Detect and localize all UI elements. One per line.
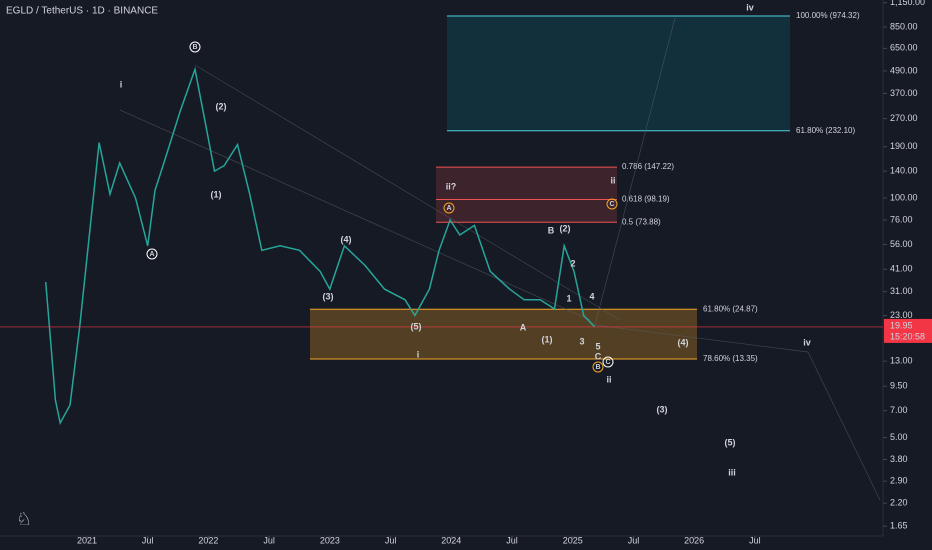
fib-label: 78.60% (13.35) xyxy=(703,354,758,363)
fib-box xyxy=(310,309,697,360)
projection-line xyxy=(807,351,881,501)
wave-label: B xyxy=(548,225,555,235)
x-tick-label: Jul xyxy=(628,535,640,545)
x-tick-label: 2025 xyxy=(563,535,583,545)
y-tick-label: 270.00 xyxy=(890,113,918,123)
chart-title: EGLD / TetherUS · 1D · BINANCE xyxy=(6,6,158,17)
y-tick-label: 23.00 xyxy=(890,310,913,320)
y-tick-label: 56.00 xyxy=(890,239,913,249)
x-tick-label: Jul xyxy=(385,535,397,545)
wave-label: 5 xyxy=(595,341,600,351)
price-line xyxy=(44,66,596,426)
price-tag-timer: 15:20:58 xyxy=(890,331,925,341)
projection-line xyxy=(594,324,809,353)
x-tick-label: Jul xyxy=(506,535,518,545)
wave-label: A xyxy=(446,205,451,212)
wave-label: C xyxy=(605,359,610,366)
y-tick-label: 1.65 xyxy=(890,521,908,531)
wave-label: A xyxy=(520,322,527,332)
fib-label: 61.80% (232.10) xyxy=(796,126,855,135)
y-tick-label: 2.90 xyxy=(890,475,908,485)
price-tag xyxy=(884,318,932,343)
y-tick-label: 3.80 xyxy=(890,454,908,464)
fib-label: 0.618 (98.19) xyxy=(622,195,670,204)
wave-label: (2) xyxy=(560,223,571,233)
wave-label: 2 xyxy=(570,258,575,268)
projection-line xyxy=(119,109,591,321)
wave-label: C xyxy=(609,201,614,208)
wave-label: ii xyxy=(610,175,615,185)
fib-label: 0.786 (147.22) xyxy=(622,162,674,171)
wave-label: (3) xyxy=(657,404,668,414)
wave-label: C xyxy=(595,351,602,361)
wave-circle xyxy=(606,198,618,210)
wave-label: (2) xyxy=(216,101,227,111)
y-tick-label: 2.20 xyxy=(890,498,908,508)
wave-label: i xyxy=(120,79,123,89)
wave-label: iii xyxy=(728,467,736,477)
wave-circle xyxy=(592,361,604,373)
x-tick-label: Jul xyxy=(142,535,154,545)
y-tick-label: 7.00 xyxy=(890,405,908,415)
wave-label: 4 xyxy=(589,291,594,301)
wave-label: iv xyxy=(746,2,754,12)
logo: ♘ xyxy=(16,509,32,529)
wave-label: B xyxy=(595,364,600,371)
wave-label: (1) xyxy=(211,189,222,199)
wave-circle xyxy=(189,41,201,53)
wave-label: (4) xyxy=(341,234,352,244)
y-tick-label: 13.00 xyxy=(890,356,913,366)
y-tick-label: 9.50 xyxy=(890,381,908,391)
projection-line xyxy=(194,64,621,321)
wave-label: (3) xyxy=(323,291,334,301)
wave-label: (5) xyxy=(725,437,736,447)
y-tick-label: 31.00 xyxy=(890,286,913,296)
wave-label: (1) xyxy=(542,334,553,344)
y-tick-label: 650.00 xyxy=(890,43,918,53)
wave-circle xyxy=(443,202,455,214)
wave-label: i xyxy=(417,349,420,359)
wave-label: (5) xyxy=(411,321,422,331)
wave-label: iv xyxy=(803,337,811,347)
projection-line xyxy=(594,17,676,326)
wave-label: ii xyxy=(606,374,611,384)
x-tick-label: 2022 xyxy=(198,535,218,545)
fib-label: 61.80% (24.87) xyxy=(703,304,758,313)
wave-circle xyxy=(146,248,158,260)
y-tick-label: 190.00 xyxy=(890,141,918,151)
x-tick-label: Jul xyxy=(749,535,761,545)
price-tag-label: 19.95 xyxy=(890,320,913,330)
y-tick-label: 1,150.00 xyxy=(890,0,925,7)
x-tick-label: 2026 xyxy=(684,535,704,545)
y-tick-label: 490.00 xyxy=(890,65,918,75)
y-tick-label: 370.00 xyxy=(890,88,918,98)
fib-label: 0.5 (73.88) xyxy=(622,217,661,226)
wave-label: 3 xyxy=(579,336,584,346)
fib-box xyxy=(447,15,790,131)
y-tick-label: 100.00 xyxy=(890,192,918,202)
y-tick-label: 850.00 xyxy=(890,21,918,31)
wave-label: ii? xyxy=(446,181,457,191)
y-tick-label: 5.00 xyxy=(890,432,908,442)
wave-label: A xyxy=(149,251,154,258)
fib-label: 100.00% (974.32) xyxy=(796,11,860,20)
fib-box xyxy=(436,167,617,223)
wave-label: 1 xyxy=(566,293,571,303)
x-tick-label: 2024 xyxy=(441,535,461,545)
y-tick-label: 41.00 xyxy=(890,264,913,274)
wave-label: B xyxy=(192,44,197,51)
wave-label: (4) xyxy=(678,337,689,347)
y-tick-label: 76.00 xyxy=(890,214,913,224)
x-tick-label: 2021 xyxy=(77,535,97,545)
wave-circle xyxy=(602,356,614,368)
y-tick-label: 140.00 xyxy=(890,165,918,175)
x-tick-label: Jul xyxy=(263,535,275,545)
x-tick-label: 2023 xyxy=(320,535,340,545)
